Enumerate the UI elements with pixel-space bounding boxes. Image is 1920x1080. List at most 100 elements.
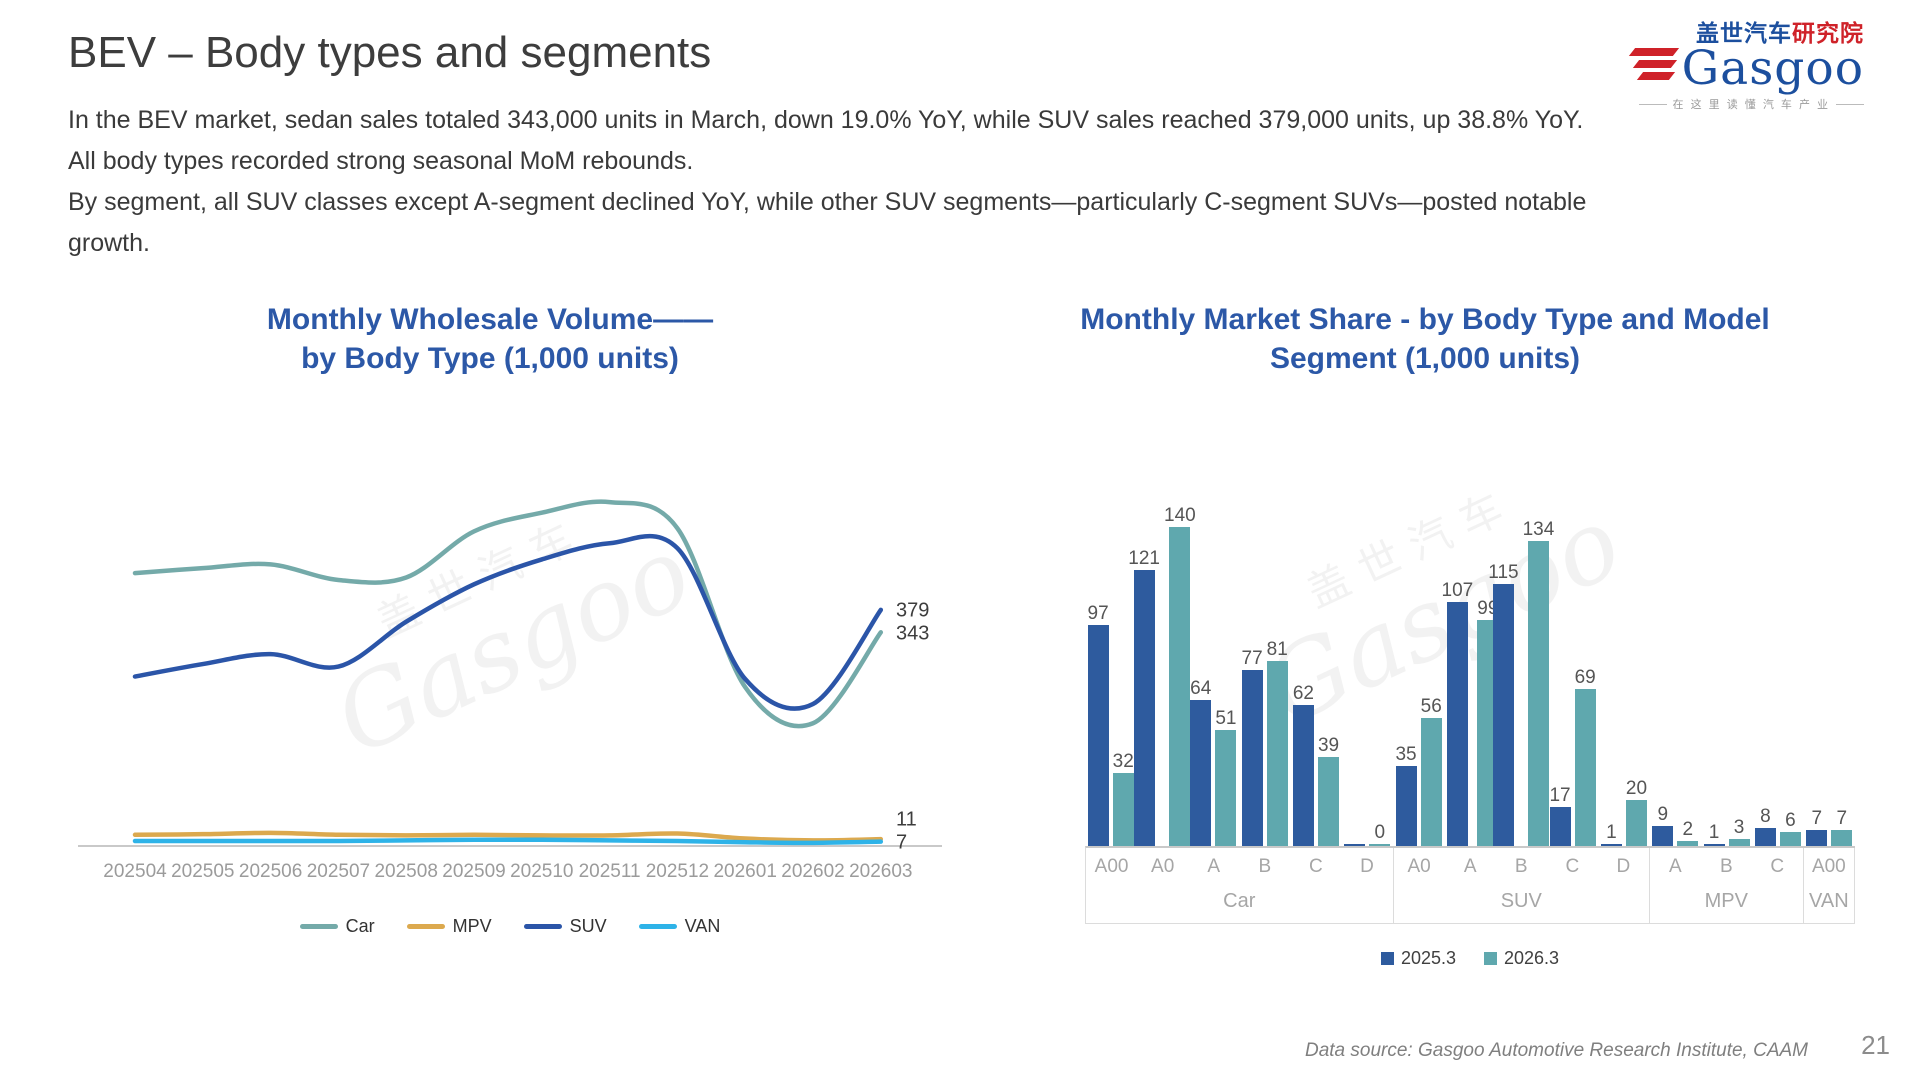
bar-col: 64: [1190, 677, 1211, 846]
segment-label: A0: [1151, 856, 1175, 877]
line-chart-title: Monthly Wholesale Volume—— by Body Type …: [70, 300, 910, 378]
bar-col: 140: [1164, 504, 1196, 846]
bar-value-label: 77: [1241, 648, 1263, 670]
summary-line: All body types recorded strong seasonal …: [68, 147, 694, 175]
legend-item-Car: Car: [299, 916, 375, 937]
bar-2026.3-Car-B: [1266, 661, 1288, 846]
data-source-note: Data source: Gasgoo Automotive Research …: [1304, 1040, 1808, 1061]
bar-2025.3-MPV-C: [1754, 827, 1776, 846]
segment-label-row: A0 A B C D: [1394, 856, 1649, 878]
body-type-label: SUV: [1500, 890, 1542, 912]
bar-2026.3-SUV-B: [1527, 540, 1549, 846]
bar-2026.3-Car-D: [1369, 844, 1391, 846]
line-chart-legend: Car MPV SUV VAN: [70, 916, 950, 937]
bar-2026.3-SUV-C: [1574, 688, 1596, 846]
segment-label-row: A00: [1804, 856, 1854, 878]
axis-group-MPV: A B C MPV: [1650, 848, 1804, 923]
axis-group-SUV: A0 A B C D SUV: [1394, 848, 1650, 923]
segment-label: C: [1565, 856, 1580, 877]
bar-col: 1: [1703, 821, 1725, 846]
legend-item-2025.3: 2025.3: [1380, 948, 1456, 969]
legend-square-swatch: [1484, 952, 1497, 965]
bar-2025.3-SUV-B: [1492, 583, 1514, 846]
logo-cn-title: 盖世汽车研究院: [1634, 14, 1864, 48]
segment-label: A00: [1094, 856, 1129, 877]
segment-label: A0: [1407, 856, 1431, 877]
summary-line: growth.: [68, 229, 150, 257]
bar-2025.3-MPV-A: [1652, 825, 1674, 846]
bar-value-label: 134: [1522, 518, 1555, 540]
series-end-label: 7: [896, 832, 907, 854]
segment-label: B: [1719, 856, 1733, 877]
segment-label-row: A B C: [1650, 856, 1803, 878]
line-chart-title-line2: by Body Type (1,000 units): [301, 342, 679, 375]
line-series-VAN: [132, 837, 884, 846]
segment-label: C: [1309, 856, 1323, 877]
line-chart-plot: 202504 202505 202506 202507 202508 202509 2025…: [78, 499, 942, 882]
bar-col: 81: [1267, 638, 1288, 846]
bar-2026.3-MPV-C: [1779, 832, 1801, 846]
bar-value-label: 2: [1682, 819, 1694, 841]
tagline-rule-left: [1638, 103, 1667, 105]
segment-Car-B: 77 81: [1239, 638, 1290, 846]
series-end-label: 379: [896, 599, 929, 621]
bar-chart-title-line1: Monthly Market Share - by Body Type and …: [1080, 303, 1770, 336]
bar-value-label: 81: [1266, 639, 1288, 661]
bar-group-SUV: 35 56 107 99 115 134 17 69 1 20: [1393, 518, 1650, 846]
bar-value-label: 69: [1574, 666, 1596, 688]
legend-line-swatch: [299, 924, 338, 929]
bar-2025.3-SUV-A: [1446, 602, 1468, 846]
x-tick-label: 202508: [374, 861, 437, 882]
line-chart-title-line1: Monthly Wholesale Volume——: [266, 303, 714, 336]
logo-stripes-icon: [1628, 46, 1679, 82]
bar-col: 8: [1754, 805, 1776, 846]
line-series-Car: [132, 499, 884, 729]
segment-Car-C: 62 39: [1290, 682, 1341, 846]
bar-col: 39: [1318, 734, 1339, 846]
segment-Car-A00: 97 32: [1085, 602, 1136, 846]
bar-value-label: 0: [1374, 822, 1386, 843]
segment-label: B: [1258, 856, 1272, 877]
line-series-SUV: [132, 533, 884, 711]
bar-2025.3-SUV-D: [1600, 843, 1622, 846]
bar-col: 20: [1626, 777, 1647, 846]
x-tick-label: 202510: [510, 861, 573, 882]
legend-label: MPV: [452, 916, 492, 936]
series-end-label: 343: [896, 622, 929, 644]
bar-2026.3-MPV-B: [1728, 839, 1750, 846]
bar-2025.3-Car-A00: [1087, 624, 1109, 846]
summary-line: By segment, all SUV classes except A-seg…: [68, 188, 1587, 216]
bar-2025.3-Car-D: [1344, 844, 1366, 846]
bar-2026.3-Car-A: [1215, 729, 1237, 846]
legend-item-MPV: MPV: [406, 916, 492, 937]
tagline-text: 在 这 里 读 懂 汽 车 产 业: [1672, 99, 1830, 111]
x-tick-label: 202601: [713, 861, 776, 882]
series-end-label: 11: [896, 809, 917, 831]
bar-value-label: 17: [1549, 785, 1571, 807]
bar-col: 51: [1215, 707, 1236, 846]
bar-chart-plot: 97 32 121 140 64 51 77 81 62 39 0 35 56 107 99 115 134 17…: [1085, 455, 1855, 846]
axis-group-VAN: A00 VAN: [1804, 848, 1855, 923]
segment-label: C: [1770, 856, 1785, 877]
bar-col: 134: [1522, 518, 1555, 846]
x-tick-label: 202511: [579, 861, 641, 882]
bar-chart-axis: A00 A0 A B C D Car A0 A B C D SUV A B C MPV A00 VAN: [1085, 846, 1855, 924]
x-tick-label: 202603: [849, 861, 912, 882]
axis-group-Car: A00 A0 A B C D Car: [1086, 848, 1394, 923]
logo-cn-main: 盖世汽车: [1696, 20, 1792, 46]
bar-2025.3-Car-A: [1190, 700, 1212, 846]
bar-col: 0: [1369, 821, 1391, 846]
bar-value-label: 107: [1441, 580, 1474, 601]
bar-col: 2: [1677, 818, 1699, 846]
legend-label: 2026.3: [1504, 948, 1560, 968]
logo-cn-suffix: 研究院: [1792, 20, 1864, 46]
bar-2025.3-MPV-B: [1703, 843, 1725, 846]
segment-Car-A: 64 51: [1188, 677, 1239, 846]
line-series-MPV: [132, 830, 884, 843]
bar-col: 107: [1441, 579, 1474, 846]
bar-value-label: 20: [1625, 778, 1648, 800]
